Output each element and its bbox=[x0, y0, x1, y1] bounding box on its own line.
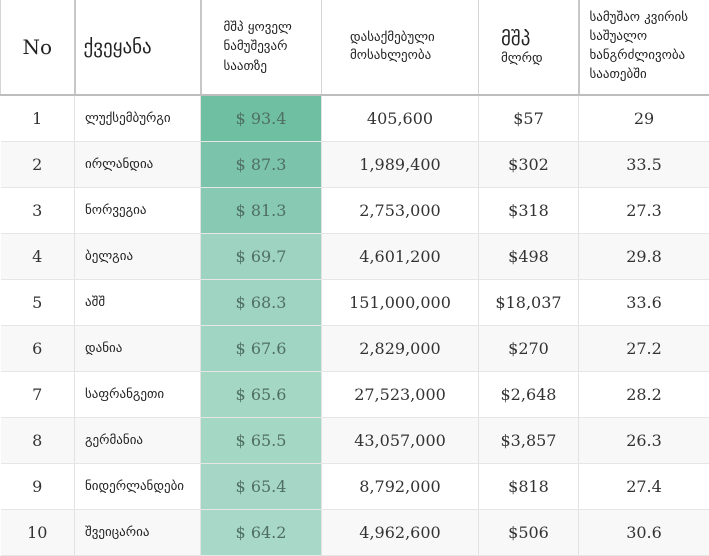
gdp-per-hour-cell: $ 68.3 bbox=[201, 280, 322, 326]
employed-cell: 27,523,000 bbox=[322, 372, 479, 418]
rank-cell: 6 bbox=[1, 326, 75, 372]
gdp-cell: $57 bbox=[479, 95, 579, 142]
header-hours-line: სამუშაო კვირის bbox=[590, 10, 689, 25]
header-gdp[interactable]: მშპ მლრდ bbox=[479, 0, 579, 95]
table-row: 7 საფრანგეთი $ 65.6 27,523,000 $2,648 28… bbox=[1, 372, 709, 418]
hours-cell: 30.6 bbox=[579, 510, 709, 556]
gdp-cell: $302 bbox=[479, 142, 579, 188]
gdp-per-hour-cell: $ 64.2 bbox=[201, 510, 322, 556]
country-cell: დანია bbox=[75, 326, 201, 372]
table-row: 1 ლუქსემბურგი $ 93.4 405,600 $57 29 bbox=[1, 95, 709, 142]
hours-cell: 29 bbox=[579, 95, 709, 142]
header-gdp-per-hour[interactable]: მშპ ყოველ ნამუშევარ საათზე bbox=[201, 0, 322, 95]
hours-cell: 33.6 bbox=[579, 280, 709, 326]
header-hours[interactable]: სამუშაო კვირის საშუალო ხანგრძლივობა საათ… bbox=[579, 0, 709, 95]
hours-cell: 27.2 bbox=[579, 326, 709, 372]
rank-cell: 3 bbox=[1, 188, 75, 234]
country-cell: გერმანია bbox=[75, 418, 201, 464]
rank-cell: 4 bbox=[1, 234, 75, 280]
header-employed-line: მოსახლეობა bbox=[350, 48, 431, 63]
header-gdp-per-hour-line: საათზე bbox=[224, 59, 268, 74]
table-row: 8 გერმანია $ 65.5 43,057,000 $3,857 26.3 bbox=[1, 418, 709, 464]
rank-cell: 2 bbox=[1, 142, 75, 188]
country-cell: ლუქსემბურგი bbox=[75, 95, 201, 142]
header-gdp-per-hour-line: ნამუშევარ bbox=[224, 39, 288, 54]
header-no[interactable]: No bbox=[1, 0, 75, 95]
country-cell: ბელგია bbox=[75, 234, 201, 280]
employed-cell: 405,600 bbox=[322, 95, 479, 142]
employed-cell: 8,792,000 bbox=[322, 464, 479, 510]
table-row: 10 შვეიცარია $ 64.2 4,962,600 $506 30.6 bbox=[1, 510, 709, 556]
header-hours-line: ხანგრძლივობა bbox=[590, 48, 686, 63]
header-gdp-unit: მლრდ bbox=[501, 51, 578, 66]
gdp-per-hour-cell: $ 81.3 bbox=[201, 188, 322, 234]
gdp-cell: $818 bbox=[479, 464, 579, 510]
employed-cell: 2,829,000 bbox=[322, 326, 479, 372]
gdp-cell: $498 bbox=[479, 234, 579, 280]
gdp-cell: $318 bbox=[479, 188, 579, 234]
gdp-cell: $506 bbox=[479, 510, 579, 556]
gdp-per-hour-cell: $ 67.6 bbox=[201, 326, 322, 372]
employed-cell: 1,989,400 bbox=[322, 142, 479, 188]
employed-cell: 2,753,000 bbox=[322, 188, 479, 234]
country-cell: ნორვეგია bbox=[75, 188, 201, 234]
gdp-cell: $18,037 bbox=[479, 280, 579, 326]
employed-cell: 4,962,600 bbox=[322, 510, 479, 556]
gdp-per-hour-cell: $ 93.4 bbox=[201, 95, 322, 142]
rank-cell: 9 bbox=[1, 464, 75, 510]
hours-cell: 29.8 bbox=[579, 234, 709, 280]
hours-cell: 27.4 bbox=[579, 464, 709, 510]
country-cell: ნიდერლანდები bbox=[75, 464, 201, 510]
table-row: 6 დანია $ 67.6 2,829,000 $270 27.2 bbox=[1, 326, 709, 372]
gdp-cell: $270 bbox=[479, 326, 579, 372]
rank-cell: 10 bbox=[1, 510, 75, 556]
header-employed[interactable]: დასაქმებული მოსახლეობა bbox=[322, 0, 479, 95]
header-employed-line: დასაქმებული bbox=[350, 30, 435, 45]
header-country[interactable]: ქვეყანა bbox=[75, 0, 201, 95]
header-hours-line: საათებში bbox=[590, 67, 647, 82]
header-row: No ქვეყანა მშპ ყოველ ნამუშევარ საათზე და… bbox=[1, 0, 709, 95]
gdp-cell: $2,648 bbox=[479, 372, 579, 418]
country-cell: ირლანდია bbox=[75, 142, 201, 188]
country-cell: საფრანგეთი bbox=[75, 372, 201, 418]
hours-cell: 28.2 bbox=[579, 372, 709, 418]
employed-cell: 4,601,200 bbox=[322, 234, 479, 280]
gdp-per-hour-cell: $ 69.7 bbox=[201, 234, 322, 280]
employed-cell: 43,057,000 bbox=[322, 418, 479, 464]
header-gdp-title: მშპ bbox=[501, 28, 578, 51]
table-row: 5 აშშ $ 68.3 151,000,000 $18,037 33.6 bbox=[1, 280, 709, 326]
rank-cell: 8 bbox=[1, 418, 75, 464]
gdp-per-hour-cell: $ 65.5 bbox=[201, 418, 322, 464]
gdp-cell: $3,857 bbox=[479, 418, 579, 464]
header-hours-line: საშუალო bbox=[590, 29, 648, 44]
hours-cell: 27.3 bbox=[579, 188, 709, 234]
table-row: 2 ირლანდია $ 87.3 1,989,400 $302 33.5 bbox=[1, 142, 709, 188]
country-cell: აშშ bbox=[75, 280, 201, 326]
gdp-per-hour-cell: $ 65.6 bbox=[201, 372, 322, 418]
hours-cell: 26.3 bbox=[579, 418, 709, 464]
rank-cell: 1 bbox=[1, 95, 75, 142]
table-row: 9 ნიდერლანდები $ 65.4 8,792,000 $818 27.… bbox=[1, 464, 709, 510]
header-gdp-per-hour-line: მშპ ყოველ bbox=[224, 20, 292, 35]
table-row: 4 ბელგია $ 69.7 4,601,200 $498 29.8 bbox=[1, 234, 709, 280]
hours-cell: 33.5 bbox=[579, 142, 709, 188]
employed-cell: 151,000,000 bbox=[322, 280, 479, 326]
gdp-per-hour-cell: $ 65.4 bbox=[201, 464, 322, 510]
table-row: 3 ნორვეგია $ 81.3 2,753,000 $318 27.3 bbox=[1, 188, 709, 234]
country-cell: შვეიცარია bbox=[75, 510, 201, 556]
rank-cell: 7 bbox=[1, 372, 75, 418]
gdp-per-hour-cell: $ 87.3 bbox=[201, 142, 322, 188]
rank-cell: 5 bbox=[1, 280, 75, 326]
